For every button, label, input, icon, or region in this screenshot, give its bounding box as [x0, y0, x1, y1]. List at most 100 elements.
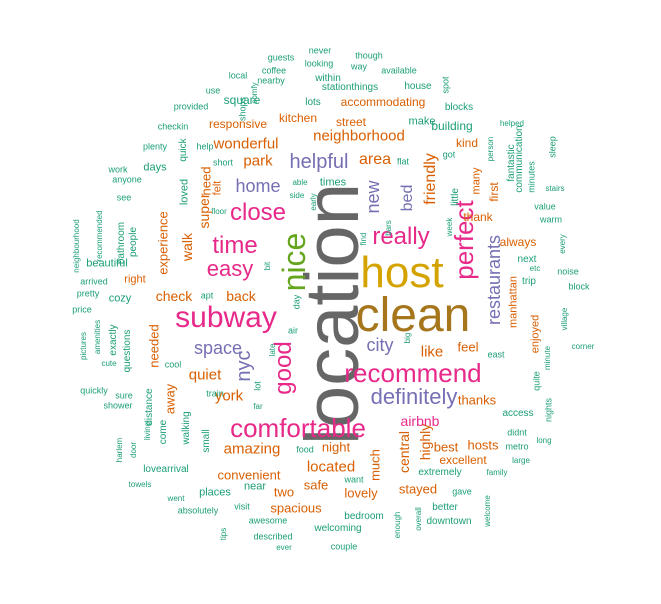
word-located: located	[306, 458, 356, 476]
word-space: space	[193, 338, 243, 358]
word-minute: minute	[543, 345, 552, 371]
word-always: always	[499, 235, 537, 249]
word-better: better	[432, 502, 458, 513]
word-awesome: awesome	[248, 515, 288, 526]
word-use: use	[205, 85, 221, 96]
word-absolutely: absolutely	[177, 505, 219, 516]
word-described: described	[253, 531, 293, 542]
word-spot: spot	[440, 76, 451, 94]
word-manhattan: manhattan	[507, 276, 520, 328]
word-within: within	[315, 73, 341, 84]
word-long: long	[536, 436, 552, 445]
word-back: back	[226, 288, 256, 304]
word-village: village	[560, 307, 569, 331]
word-bit: bit	[263, 261, 272, 271]
word-places: places	[199, 486, 231, 499]
word-subway: subway	[175, 301, 277, 334]
word-went: went	[167, 494, 185, 503]
word-bars: bars	[384, 220, 393, 236]
word-amenities: amenities	[93, 319, 102, 355]
word-train: train	[206, 388, 224, 399]
word-highly: highly	[417, 423, 433, 461]
word-felt: felt	[211, 180, 224, 196]
word-checkin: checkin	[157, 121, 189, 132]
word-days: days	[143, 161, 167, 174]
word-help: help	[196, 141, 214, 152]
word-pictures: pictures	[79, 331, 88, 361]
word-apt: apt	[200, 290, 214, 301]
word-late: late	[268, 343, 277, 357]
word-host: host	[360, 248, 444, 297]
word-right: right	[124, 273, 146, 286]
word-little: little	[450, 188, 461, 206]
word-stairs: stairs	[545, 184, 565, 193]
word-local: local	[228, 70, 248, 81]
word-lovely: lovely	[344, 485, 378, 501]
word-kitchen: kitchen	[278, 111, 318, 125]
word-visit: visit	[234, 501, 250, 512]
word-value: value	[534, 201, 556, 212]
word-flat: flat	[396, 156, 410, 167]
word-experience: experience	[155, 211, 171, 275]
word-sure: sure	[115, 390, 133, 401]
word-day: day	[291, 294, 302, 310]
word-airbnb: airbnb	[400, 413, 440, 429]
word-trip: trip	[522, 276, 536, 287]
word-super: super	[196, 193, 212, 229]
word-walking: walking	[181, 411, 192, 445]
word-central: central	[396, 430, 412, 474]
word-kind: kind	[455, 136, 479, 150]
word-comfy: comfy	[250, 82, 259, 104]
word-much: much	[367, 449, 383, 481]
word-downtown: downtown	[426, 516, 472, 527]
word-coffee: coffee	[261, 65, 287, 76]
word-fantastic: fantastic	[506, 144, 517, 182]
word-neighborhood: neighborhood	[313, 127, 405, 145]
word-amazing: amazing	[223, 440, 281, 458]
word-lovearrival: lovearrival	[143, 464, 189, 475]
word-short: short	[212, 157, 234, 168]
word-side: side	[289, 191, 305, 200]
word-area: area	[358, 151, 392, 168]
word-beautiful: beautiful	[86, 257, 128, 270]
word-anyone: anyone	[112, 174, 142, 185]
word-welcome: welcome	[483, 495, 492, 527]
word-overall: overall	[414, 507, 423, 531]
word-corner: corner	[571, 342, 595, 351]
word-excellent: excellent	[439, 453, 487, 467]
word-never: never	[308, 45, 332, 56]
word-looking: looking	[304, 58, 334, 69]
word-early: early	[309, 193, 318, 211]
word-feel: feel	[457, 339, 479, 355]
word-time: time	[212, 232, 258, 259]
word-access: access	[502, 408, 534, 419]
word-door: door	[129, 441, 138, 459]
word-minutes: minutes	[526, 161, 537, 193]
word-east: east	[487, 349, 505, 360]
word-quiet: quiet	[188, 366, 222, 384]
word-accommodating: accommodating	[340, 95, 426, 109]
word-able: able	[292, 178, 308, 187]
word-stayed: stayed	[398, 481, 438, 497]
word-times: times	[319, 176, 347, 189]
word-bedroom: bedroom	[344, 511, 384, 522]
word-nearby: nearby	[257, 75, 285, 86]
word-sleep: sleep	[547, 136, 558, 158]
word-hosts: hosts	[467, 437, 499, 453]
word-plenty: plenty	[142, 141, 168, 152]
word-distance: distance	[144, 388, 155, 426]
word-quick: quick	[178, 138, 189, 162]
word-thanks: thanks	[457, 392, 497, 408]
word-nyc: nyc	[233, 350, 255, 382]
word-next: next	[517, 254, 537, 265]
word-lots: lots	[305, 97, 321, 108]
word-best: best	[433, 439, 459, 455]
word-square: square	[223, 93, 261, 107]
word-first: first	[487, 182, 501, 202]
word-needed: needed	[146, 324, 162, 368]
word-food: food	[296, 444, 314, 455]
word-person: person	[486, 136, 495, 162]
word-didnt: didnt	[507, 427, 527, 438]
word-house: house	[404, 81, 432, 92]
word-away: away	[162, 383, 178, 415]
